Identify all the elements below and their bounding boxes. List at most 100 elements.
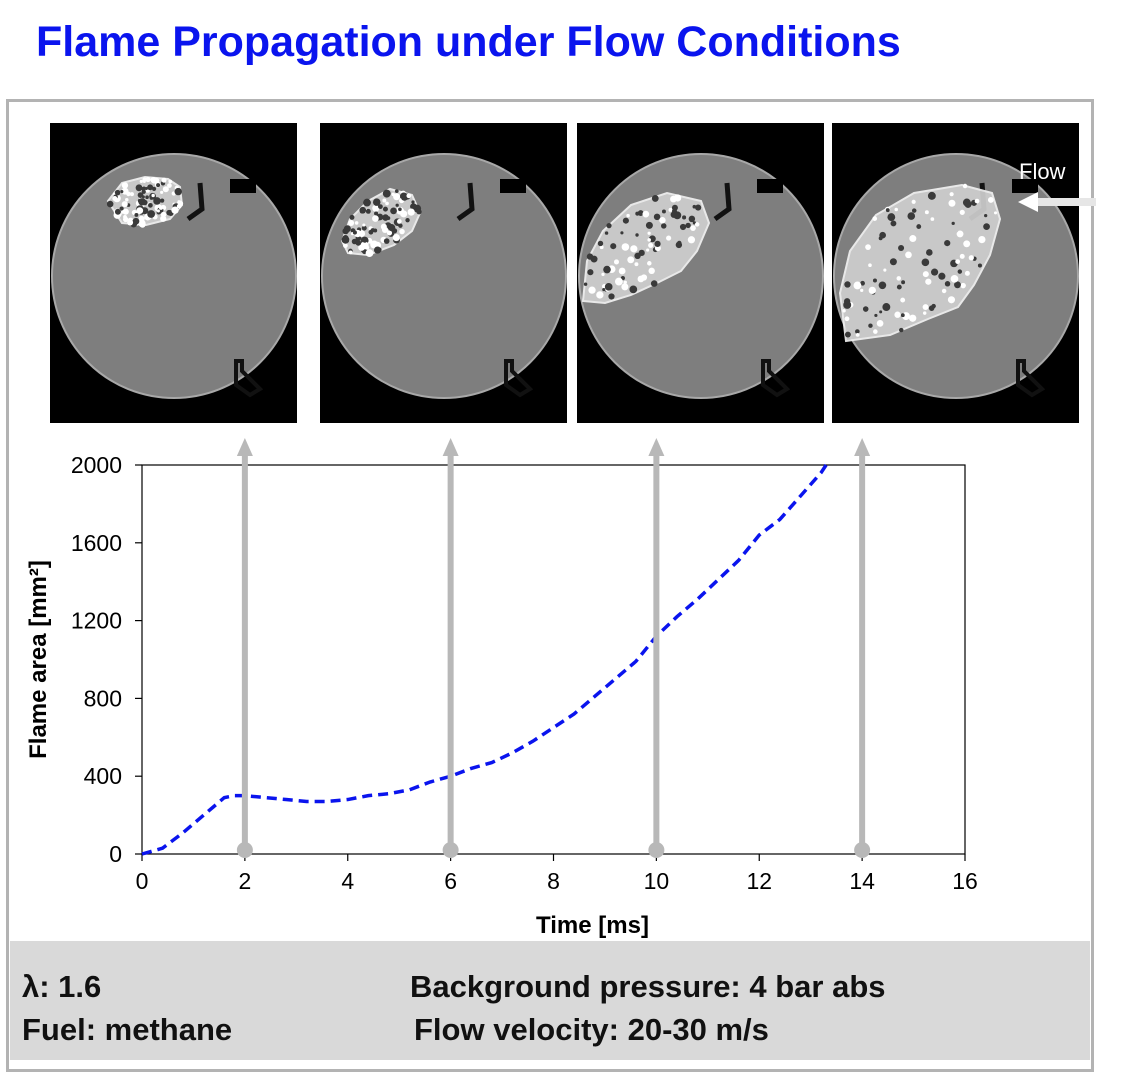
flame-texture-dot — [177, 200, 181, 204]
flame-texture-dot — [620, 231, 624, 235]
flow-label: Flow — [1019, 159, 1066, 184]
flame-texture-dot — [343, 243, 348, 248]
marker-arrow-head-icon — [854, 438, 871, 456]
flame-texture-dot — [629, 285, 638, 294]
flame-texture-dot — [954, 281, 961, 289]
flame-texture-dot — [647, 231, 651, 235]
flame-texture-dot — [949, 192, 954, 197]
flame-texture-dot — [987, 197, 994, 203]
flame-texture-dot — [602, 288, 606, 292]
flame-texture-dot — [114, 189, 121, 196]
flame-texture-dot — [687, 236, 696, 244]
flame-texture-dot — [106, 200, 114, 208]
flame-texture-dot — [623, 280, 627, 285]
flame-texture-dot — [931, 303, 936, 309]
flame-texture-dot — [348, 219, 355, 226]
flame-texture-dot — [126, 191, 131, 197]
flame-frame-3[interactable] — [577, 123, 824, 423]
flame-texture-dot — [844, 316, 850, 322]
flame-texture-dot — [630, 245, 638, 253]
flame-texture-dot — [359, 209, 364, 214]
flame-texture-dot — [862, 306, 869, 312]
flame-texture-dot — [924, 210, 929, 215]
flame-texture-dot — [136, 207, 144, 215]
flame-texture-dot — [342, 227, 349, 235]
flame-texture-dot — [844, 331, 851, 338]
flame-texture-dot — [588, 286, 596, 294]
flame-texture-dot — [383, 238, 390, 244]
flame-texture-dot — [868, 323, 873, 328]
flame-texture-dot — [341, 235, 350, 244]
chamber-disc — [321, 153, 567, 399]
flame-texture-dot — [654, 240, 661, 247]
flame-texture-dot — [395, 203, 399, 207]
flame-texture-dot — [160, 190, 164, 194]
flame-texture-dot — [899, 327, 904, 333]
flame-texture-dot — [621, 283, 629, 291]
flame-texture-dot — [601, 272, 605, 277]
spark-probe-shape — [504, 359, 534, 398]
flame-texture-dot — [400, 193, 408, 201]
flame-texture-dot — [385, 201, 389, 206]
y-tick-label: 1200 — [71, 608, 122, 634]
x-tick-label: 12 — [746, 868, 772, 894]
flame-texture-dot — [842, 309, 846, 313]
flame-texture-dot — [860, 280, 865, 286]
inlet-notch — [230, 179, 256, 193]
flame-texture-dot — [160, 215, 167, 222]
spark-probe-shape — [1016, 359, 1046, 398]
flame-texture-dot — [637, 275, 645, 283]
flame-texture-dot — [596, 291, 604, 299]
flame-texture-dot — [382, 214, 389, 221]
flame-texture-dot — [139, 201, 143, 205]
pressure-value: Background pressure: 4 bar abs — [410, 969, 886, 1004]
flame-texture-dot — [890, 220, 897, 227]
flame-texture-dot — [372, 198, 381, 206]
flame-texture-dot — [147, 210, 156, 218]
flame-frame-1[interactable] — [50, 123, 297, 423]
flame-texture-dot — [151, 186, 157, 192]
flame-texture-dot — [394, 189, 399, 194]
flame-texture-dot — [610, 243, 617, 250]
flame-texture-dot — [176, 203, 182, 209]
flame-texture-dot — [645, 221, 653, 229]
flame-texture-dot — [647, 261, 652, 266]
flame-texture-dot — [613, 259, 619, 265]
flame-texture-dot — [355, 240, 362, 246]
flame-texture-dot — [635, 211, 640, 216]
flame-texture-dot — [635, 233, 639, 237]
flame-texture-dot — [922, 311, 927, 315]
flame-texture-dot — [145, 195, 149, 200]
flame-texture-dot — [957, 269, 963, 274]
x-tick-label: 4 — [341, 868, 354, 894]
flame-texture-dot — [122, 208, 129, 215]
flame-texture-dot — [968, 255, 974, 261]
flame-texture-dot — [162, 186, 169, 193]
inlet-notch — [757, 179, 783, 193]
flame-texture-dot — [956, 230, 964, 238]
flame-texture-dot — [121, 182, 129, 189]
flame-texture-dot — [362, 223, 366, 227]
flame-texture-dot — [648, 242, 654, 248]
spark-probe-shape — [761, 359, 791, 398]
flame-texture-dot — [909, 314, 917, 322]
flame-frame-4[interactable] — [832, 123, 1079, 423]
flame-frame-2[interactable] — [320, 123, 567, 423]
flame-texture-dot — [622, 217, 629, 224]
flame-texture-dot — [393, 193, 401, 201]
conditions-panel: λ: 1.6 Fuel: methane Background pressure… — [10, 941, 1090, 1060]
flow-arrow-icon — [1018, 192, 1096, 212]
flame-texture-dot — [931, 268, 939, 276]
flame-texture-dot — [878, 281, 887, 290]
flame-texture-dot — [901, 280, 906, 285]
flame-texture-dot — [147, 184, 154, 191]
flame-texture-dot — [405, 217, 410, 223]
y-tick-label: 1600 — [71, 530, 122, 556]
flame-texture-dot — [603, 265, 611, 274]
flame-texture-dot — [121, 201, 128, 208]
flame-texture-dot — [150, 176, 157, 184]
flame-texture-dot — [614, 277, 623, 286]
flame-texture-dot — [604, 283, 613, 291]
flame-texture-dot — [365, 208, 371, 214]
flame-texture-dot — [114, 208, 121, 215]
